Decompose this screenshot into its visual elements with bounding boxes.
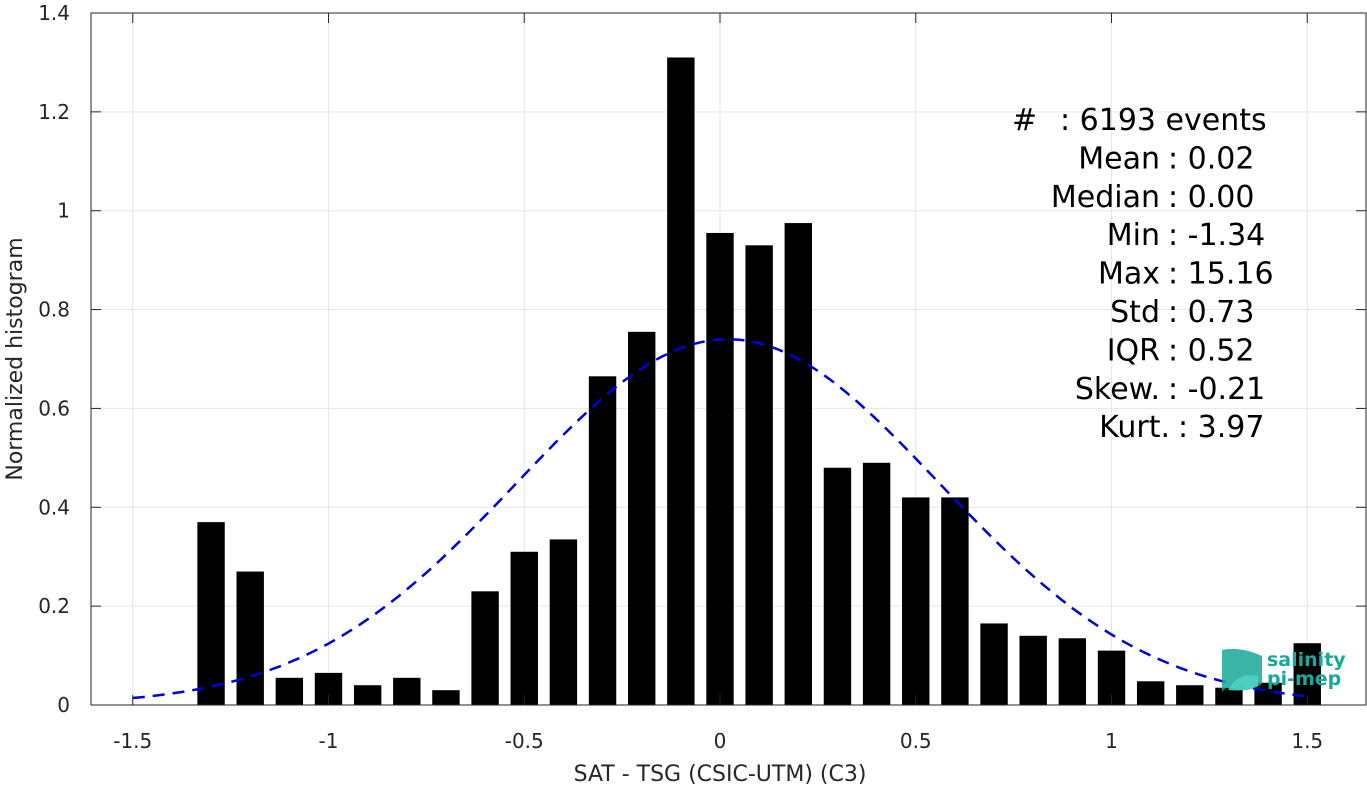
stat-label: Std <box>1110 295 1160 330</box>
histogram-bar <box>823 467 852 705</box>
logo-text-line2: pi-mep <box>1267 668 1341 690</box>
histogram-bar <box>1254 682 1282 705</box>
y-tick-label: 0.4 <box>38 495 70 519</box>
histogram-bar <box>784 223 813 706</box>
logo-text-line1: salinity <box>1267 649 1346 671</box>
stat-value: : 6193 events <box>1060 103 1267 138</box>
stat-label: Mean <box>1078 141 1160 176</box>
stat-value: : 0.02 <box>1168 141 1254 176</box>
histogram-bar <box>745 245 773 706</box>
logo-wave-icon-inner <box>1228 675 1258 691</box>
stat-value: : 3.97 <box>1178 410 1264 445</box>
histogram-bar <box>627 331 656 705</box>
histogram-bar <box>902 497 930 705</box>
stat-value: : 0.52 <box>1168 333 1254 368</box>
histogram-bar <box>510 551 538 705</box>
x-tick-label: 1.5 <box>1291 729 1323 753</box>
y-tick-label: 0 <box>57 693 70 717</box>
stat-value: : 0.73 <box>1168 295 1254 330</box>
stat-value: : -0.21 <box>1168 372 1265 407</box>
histogram-bar <box>862 462 891 705</box>
stat-value: : 0.00 <box>1168 180 1254 215</box>
y-tick-label: 0.6 <box>38 396 70 420</box>
y-tick-label: 0.8 <box>38 298 70 322</box>
y-tick-label: 0.2 <box>38 594 70 618</box>
grid-lines <box>91 12 1366 706</box>
histogram-bar <box>667 57 695 705</box>
histogram-bar <box>471 591 499 705</box>
stat-value: : 15.16 <box>1168 257 1274 292</box>
x-tick-label: -1 <box>319 729 339 753</box>
x-tick-label: -1.5 <box>113 729 152 753</box>
axes-frame <box>90 12 1367 706</box>
x-axis-label: SAT - TSG (CSIC-UTM) (C3) <box>574 762 867 785</box>
histogram-bar <box>941 497 969 705</box>
y-axis-ticks: 0 0.2 0.4 0.6 0.8 1 1.2 1.4 <box>38 1 1366 717</box>
x-axis-ticks: -1.5 -1 -0.5 0 0.5 1 1.5 <box>113 13 1323 753</box>
x-tick-label: 0.5 <box>900 729 932 753</box>
stat-label: # <box>1012 103 1037 138</box>
y-tick-label: 1.4 <box>38 1 70 25</box>
y-tick-label: 1.2 <box>38 100 70 124</box>
histogram-bar <box>353 685 382 705</box>
stat-label: Median <box>1051 180 1160 215</box>
x-tick-label: 0 <box>714 729 727 753</box>
histogram-bar <box>393 677 421 705</box>
histogram-bar <box>197 522 225 705</box>
x-tick-label: 1 <box>1105 729 1118 753</box>
histogram-bar <box>1215 687 1243 705</box>
stat-label: Skew. <box>1075 372 1160 407</box>
y-tick-label: 1 <box>57 199 70 223</box>
histogram-bar <box>588 376 617 705</box>
histogram-bar <box>549 539 578 705</box>
histogram-bar <box>275 677 304 705</box>
stat-label: Kurt. <box>1099 410 1170 445</box>
histogram-bar <box>236 571 264 705</box>
histogram-bar <box>706 232 734 705</box>
histogram-bar <box>980 623 1008 705</box>
histogram-bar <box>432 690 460 705</box>
stat-label: IQR <box>1107 333 1160 368</box>
stat-label: Min <box>1107 218 1160 253</box>
histogram-bar <box>1019 635 1047 705</box>
y-axis-label: Normalized histogram <box>3 237 28 480</box>
x-tick-label: -0.5 <box>505 729 544 753</box>
gaussian-fit-curve <box>132 337 1308 700</box>
histogram-bar <box>1136 681 1165 705</box>
salinity-pimep-logo: salinity pi-mep <box>1222 648 1346 692</box>
histogram-bar <box>1058 638 1087 705</box>
stat-value: : -1.34 <box>1168 218 1265 253</box>
stat-label: Max <box>1098 257 1160 292</box>
histogram-bars <box>197 57 1321 706</box>
histogram-bar <box>1176 685 1204 705</box>
